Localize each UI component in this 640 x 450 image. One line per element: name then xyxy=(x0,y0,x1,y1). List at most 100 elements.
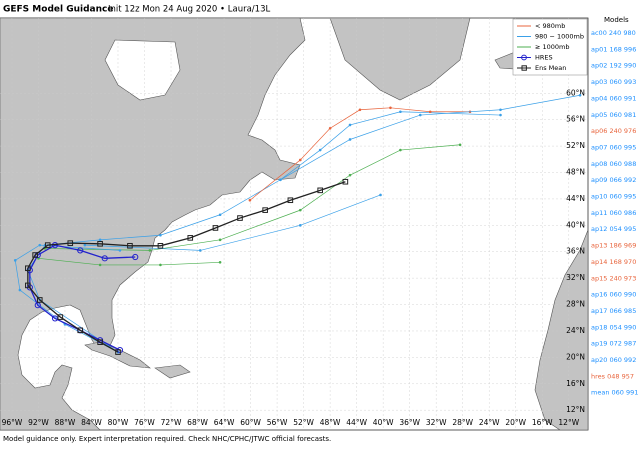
y-tick-label: 60°N xyxy=(566,88,585,97)
subtitle: Init 12z Mon 24 Aug 2020 • Laura/13L xyxy=(108,5,270,15)
member-track-point xyxy=(218,213,222,217)
legend-marker xyxy=(521,65,527,71)
legend-label: HRES xyxy=(535,54,553,62)
member-track-point xyxy=(458,143,462,147)
member-track-point xyxy=(118,249,122,252)
mean-track-point xyxy=(77,327,84,334)
y-tick-label: 28°N xyxy=(566,300,585,309)
mean-track-point xyxy=(44,242,51,248)
mean-track-point xyxy=(115,349,121,355)
model-item: ap20 060 992 xyxy=(591,356,636,364)
member-track-point xyxy=(578,93,582,97)
y-tick-label: 52°N xyxy=(566,141,585,150)
model-item: hres 048 957 xyxy=(591,372,634,380)
member-track-point xyxy=(358,108,362,112)
mean-track-point xyxy=(317,187,323,194)
y-tick-label: 12°N xyxy=(566,405,585,414)
member-track xyxy=(38,257,221,266)
y-tick-label: 48°N xyxy=(566,168,585,177)
title: GEFS Model Guidance xyxy=(3,5,113,15)
model-item: ap15 240 973 xyxy=(591,274,636,282)
model-item: ac00 240 980 xyxy=(591,29,636,37)
map-layer: 96°W 92°W 88°W 84°W 80°W 76°W 72°W 68°W 64°W 60°W… xyxy=(0,18,588,430)
member-track-point xyxy=(159,263,162,267)
mean-track-point xyxy=(212,225,219,231)
model-item: ap11 060 986 xyxy=(591,209,636,217)
member-track-point xyxy=(298,224,302,227)
models-list: ac00 240 980 ap01 168 996 ap02 192 990 ap03… xyxy=(591,29,638,397)
x-tick-label: 96°W xyxy=(2,418,23,427)
x-tick-label: 20°W xyxy=(505,418,526,427)
legend-label: < 980mb xyxy=(535,22,565,30)
x-tick-label: 52°W xyxy=(293,418,314,427)
mean-track-point xyxy=(57,314,64,320)
member-track-point xyxy=(279,178,282,182)
model-item: ap08 060 988 xyxy=(591,160,636,168)
member-track-point xyxy=(399,110,402,114)
y-tick-label: 40°N xyxy=(566,220,585,229)
mean-track-point xyxy=(32,252,38,258)
member-track-point xyxy=(98,238,102,242)
x-tick-label: 92°W xyxy=(28,418,49,427)
x-tick-label: 48°W xyxy=(320,418,341,427)
mean-track-point xyxy=(157,242,164,249)
mean-track-point xyxy=(127,242,133,249)
model-item: ap13 186 969 xyxy=(591,242,636,250)
mean-track-point xyxy=(97,339,103,345)
mean-track-point xyxy=(36,297,43,303)
member-track-point xyxy=(218,238,222,242)
member-track-point xyxy=(98,263,102,267)
member-track-point xyxy=(298,208,302,212)
member-track-point xyxy=(248,198,252,202)
greenland xyxy=(329,17,471,101)
x-tick-label: 24°W xyxy=(479,418,500,427)
x-tick-label: 16°W xyxy=(532,418,553,427)
member-track-point xyxy=(198,249,202,252)
model-item: ap18 054 990 xyxy=(591,323,636,331)
x-tick-label: 44°W xyxy=(346,418,367,427)
hres-track-point xyxy=(132,253,139,261)
model-item: mean 060 991 xyxy=(591,389,638,397)
x-tick-label: 12°W xyxy=(558,418,579,427)
member-track-point xyxy=(348,138,352,141)
member-track-point xyxy=(399,148,402,152)
x-tick-label: 28°W xyxy=(452,418,473,427)
legend-marker xyxy=(521,54,527,61)
mean-track-point xyxy=(25,265,31,272)
member-track-point xyxy=(499,108,502,112)
member-track-point xyxy=(13,259,17,262)
member-track-point xyxy=(328,126,332,130)
legend-label: 980 − 1000mb xyxy=(535,33,584,41)
model-item: ap10 060 995 xyxy=(591,193,636,201)
member-track-point xyxy=(428,110,432,114)
member-track-point xyxy=(218,260,222,264)
member-track-point xyxy=(83,243,87,247)
model-item: ap19 072 987 xyxy=(591,340,636,348)
map: 96°W 92°W 88°W 84°W 80°W 76°W 72°W 68°W 64°W 60°W… xyxy=(0,17,589,431)
member-track-point xyxy=(159,233,162,237)
mean-track-point xyxy=(237,215,243,221)
mean-track-point xyxy=(97,241,103,247)
member-track-point xyxy=(418,113,422,117)
x-tick-label: 88°W xyxy=(55,418,76,427)
footer: Model guidance only. Expert interpretati… xyxy=(3,435,331,443)
north-america xyxy=(0,17,306,431)
legend: < 980mb 980 − 1000mb ≥ 1000mb HRES Ens Mean xyxy=(512,18,588,76)
mean-track-point xyxy=(67,240,74,246)
mean-track-point xyxy=(187,235,194,241)
model-item: ap01 168 996 xyxy=(591,45,636,53)
model-item: ap05 060 981 xyxy=(591,111,636,119)
mean-track-point xyxy=(25,282,31,289)
model-item: ap09 066 992 xyxy=(591,176,636,184)
x-tick-label: 72°W xyxy=(161,418,182,427)
x-tick-label: 84°W xyxy=(81,418,102,427)
x-tick-label: 56°W xyxy=(267,418,288,427)
mean-track-point xyxy=(342,178,349,185)
x-tick-label: 36°W xyxy=(399,418,420,427)
member-track-point xyxy=(348,173,352,177)
model-item: ap14 168 970 xyxy=(591,258,636,266)
hres-track-point xyxy=(101,255,108,262)
model-item: ap12 054 995 xyxy=(591,225,636,233)
model-item: ap03 060 993 xyxy=(591,78,636,86)
member-track-point xyxy=(348,123,352,127)
